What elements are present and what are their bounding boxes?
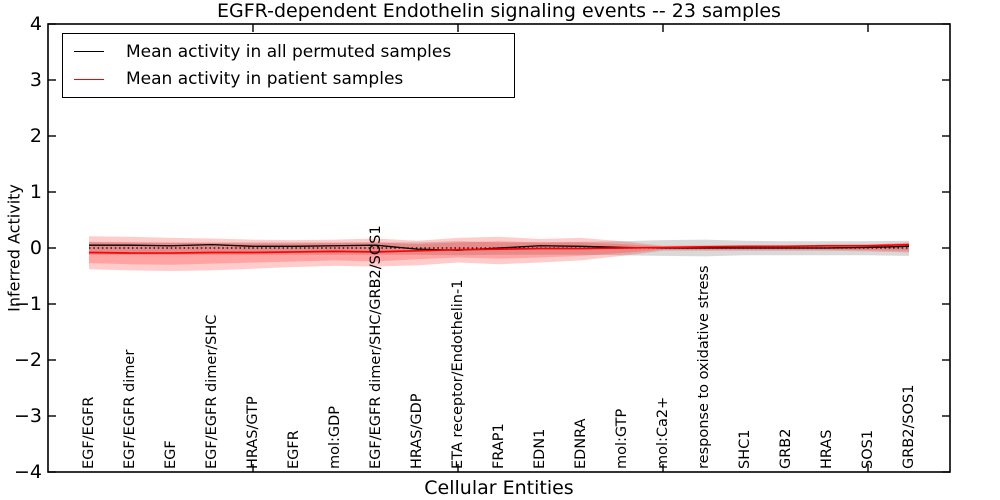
- x-axis-label: Cellular Entities: [424, 477, 574, 499]
- y-tick-label: 3: [29, 69, 42, 91]
- legend-item-permuted: Mean activity in all permuted samples: [63, 42, 514, 62]
- entity-label: EGF/EGFR dimer/SHC: [204, 314, 220, 469]
- entity-label: EGF: [163, 440, 179, 469]
- entity-label: mol:Ca2+: [655, 396, 671, 469]
- entity-label: HRAS/GDP: [409, 393, 425, 469]
- entity-label: GRB2/SOS1: [901, 384, 917, 469]
- legend-line-sample-black: [74, 51, 104, 53]
- y-tick-label: −3: [13, 405, 42, 427]
- legend-label: Mean activity in patient samples: [126, 69, 404, 90]
- entity-label: FRAP1: [491, 423, 507, 469]
- band-patient-samples-range-outer: [89, 236, 909, 271]
- entity-label: SHC1: [737, 429, 753, 469]
- entity-label: EGF/EGFR dimer/SHC/GRB2/SOS1: [368, 225, 384, 469]
- y-tick-label: −4: [13, 461, 42, 483]
- entity-label: SOS1: [860, 429, 876, 469]
- y-tick-label: −2: [13, 349, 42, 371]
- entity-label: ETA receptor/Endothelin-1: [450, 279, 466, 469]
- legend-line-sample-red: [74, 78, 104, 80]
- legend-label: Mean activity in all permuted samples: [126, 41, 452, 62]
- chart-title: EGFR-dependent Endothelin signaling even…: [217, 0, 781, 22]
- entity-label: EGFR: [286, 430, 302, 469]
- y-tick-label: 0: [29, 237, 42, 259]
- series-line-patient: [88, 243, 910, 254]
- entity-label: EDNRA: [573, 418, 589, 469]
- entity-label: mol:GTP: [614, 408, 630, 469]
- y-tick-label: 1: [29, 181, 42, 203]
- entity-label: GRB2: [778, 428, 794, 469]
- series-line-permuted: [89, 243, 910, 251]
- entity-label: EDN1: [532, 428, 548, 469]
- entity-label: EGF/EGFR: [81, 396, 97, 469]
- legend-item-patient: Mean activity in patient samples: [63, 69, 514, 89]
- entity-label: mol:GDP: [327, 405, 343, 469]
- y-tick-label: −1: [13, 293, 42, 315]
- entity-label: HRAS/GTP: [245, 396, 261, 469]
- y-tick-label: 2: [29, 125, 42, 147]
- entity-label: response to oxidative stress: [696, 265, 712, 470]
- legend: Mean activity in all permuted samples Me…: [62, 33, 515, 98]
- entity-label: EGF/EGFR dimer: [122, 349, 138, 469]
- entity-label: HRAS: [819, 429, 835, 469]
- y-tick-label: 4: [29, 13, 42, 35]
